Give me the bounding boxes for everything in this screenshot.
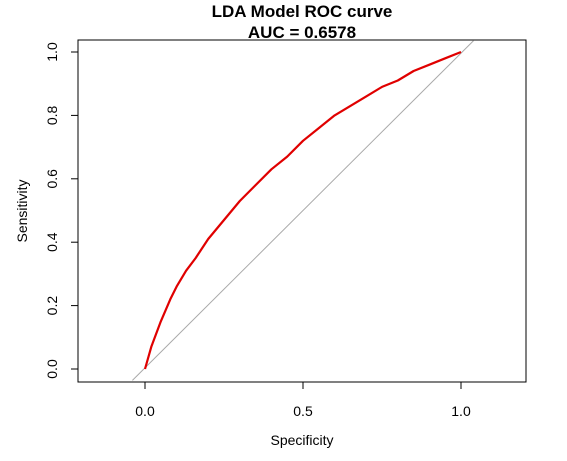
y-tick-label: 0.0 <box>44 359 60 379</box>
y-tick-label: 0.8 <box>44 105 60 125</box>
x-tick-label: 1.0 <box>451 403 471 419</box>
y-tick-label: 0.4 <box>44 232 60 252</box>
series-layer <box>132 40 474 381</box>
x-axis-label: Specificity <box>270 432 333 448</box>
reference-diagonal-line <box>132 40 474 381</box>
x-tick-label: 0.0 <box>135 403 155 419</box>
chart-title-line-2: AUC = 0.6578 <box>248 23 356 42</box>
plot-frame <box>77 39 527 383</box>
chart-title-line-1: LDA Model ROC curve <box>212 2 393 21</box>
axis-ticks: 0.0 0.5 1.0 0.0 0.2 0.4 0.6 0.8 1.0 <box>44 42 471 419</box>
y-tick-label: 0.6 <box>44 169 60 189</box>
y-axis-label: Sensitivity <box>14 179 30 242</box>
x-tick-label: 0.5 <box>293 403 313 419</box>
y-tick-label: 1.0 <box>44 42 60 62</box>
roc-curve-line <box>143 50 462 370</box>
y-tick-label: 0.2 <box>44 296 60 316</box>
